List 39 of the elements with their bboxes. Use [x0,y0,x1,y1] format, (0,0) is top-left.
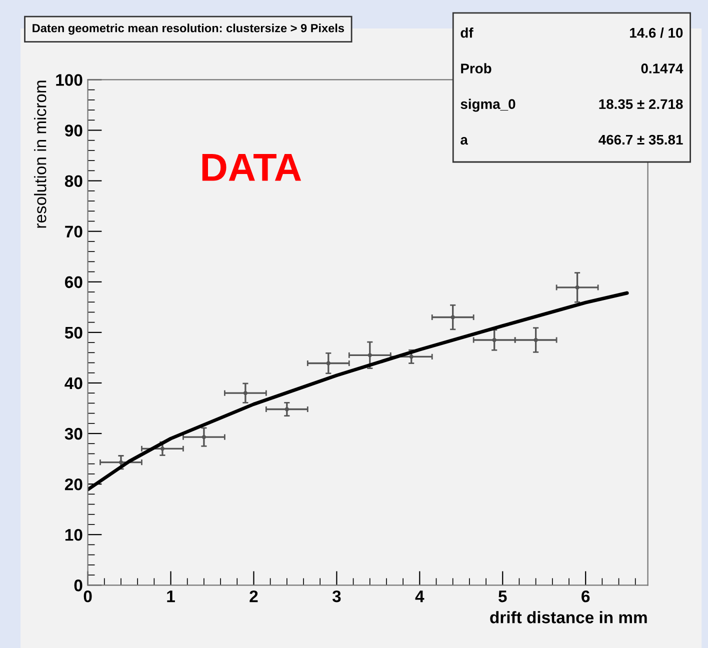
x-axis-title: drift distance in mm [490,611,647,624]
point [202,434,206,440]
chart-title: Daten geometric mean resolution: clustersize > 9 Pixels [32,24,344,35]
text: Prob 0.1474 [461,63,684,74]
y-tick-label: 90 [64,124,82,136]
y-tick-label: 100 [56,74,82,86]
point [409,354,414,359]
point [450,315,455,320]
text: sigma_0 18.35 ± 2.718 [460,98,683,112]
line-series [88,291,629,492]
point [160,446,165,451]
x-tick-label: 3 [332,590,341,602]
x-tick-label: 4 [415,590,424,602]
point [368,353,372,358]
text: df 14.6 / 10 [460,28,683,38]
point [534,338,538,342]
y-tick-label: 40 [64,377,82,390]
x-tick-label: 5 [498,590,507,602]
y-tick-label: 0 [74,580,82,592]
y-tick-label: 80 [64,175,82,187]
x-tick-label: 0 [84,590,92,602]
annotation: DATA [202,154,302,181]
y-tick-label: 20 [64,478,82,490]
point [243,390,248,396]
point [492,338,496,342]
y-tick-label: 10 [65,529,82,541]
point [118,460,124,464]
y-axis-title: resolution in microm [34,80,46,228]
y-tick-label: 30 [64,428,82,440]
x-tick-label: 6 [582,590,590,602]
y-tick-label: 70 [65,226,82,238]
x-tick-label: 1 [167,590,175,602]
point [326,361,330,366]
x-tick-label: 2 [250,590,258,602]
text: a 466.7 ± 35.81 [460,134,683,145]
y-tick-label: 60 [65,276,82,288]
point [284,407,289,412]
point [575,285,580,290]
y-tick-label: 50 [64,326,82,339]
